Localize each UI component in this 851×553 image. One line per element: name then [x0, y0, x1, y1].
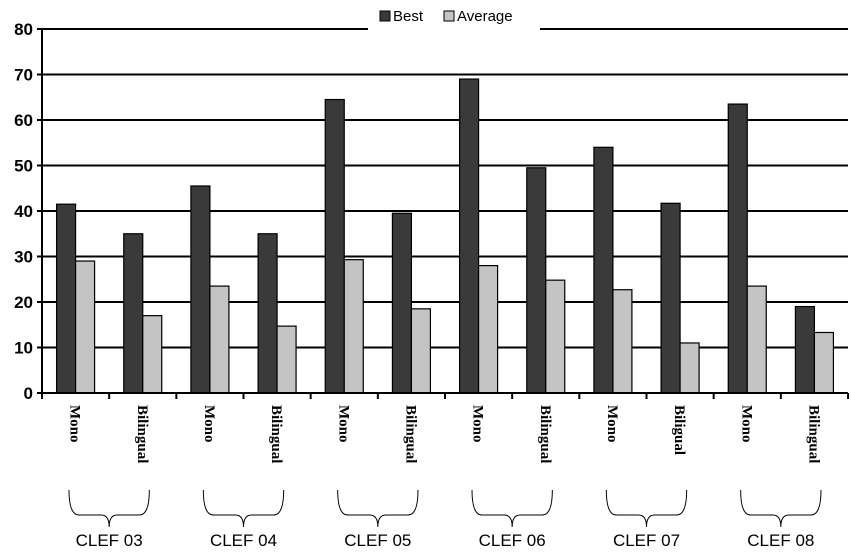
y-tick-label-0: 0	[24, 384, 33, 403]
bar-best-4	[324, 98, 345, 394]
y-tick-label-30: 30	[14, 248, 33, 267]
group-brace-5	[740, 489, 822, 528]
legend: Best Average	[368, 8, 540, 32]
bar-average-8	[612, 289, 633, 394]
group-label-2: CLEF 05	[344, 531, 411, 550]
y-tick-label-20: 20	[14, 293, 33, 312]
group-brace-3	[471, 489, 553, 528]
group-label-3: CLEF 06	[479, 531, 546, 550]
legend-swatch-average	[443, 10, 455, 22]
bar-best-1	[123, 233, 144, 394]
bar-best-10	[727, 103, 748, 394]
legend-label-average: Average	[457, 8, 513, 25]
bar-average-5	[410, 308, 432, 394]
y-tick-label-40: 40	[14, 202, 33, 221]
legend-label-best: Best	[393, 8, 424, 25]
x-tick-label-9: Biligual	[671, 405, 687, 455]
bar-best-0	[55, 203, 77, 394]
bar-average-10	[746, 285, 767, 394]
y-tick-label-60: 60	[14, 111, 33, 130]
bar-best-5	[391, 212, 413, 394]
group-brace-4	[605, 489, 688, 528]
x-tick-label-3: Bilingual	[268, 405, 284, 463]
bar-average-4	[343, 259, 364, 394]
x-tick-label-4: Mono	[335, 405, 351, 443]
bar-best-2	[190, 185, 211, 394]
y-tick-label-80: 80	[14, 20, 33, 39]
x-tick-label-10: Mono	[738, 405, 754, 443]
gridlines	[42, 28, 848, 349]
bar-average-9	[679, 342, 700, 394]
group-brace-2	[337, 489, 419, 528]
x-tick-label-11: Bilingual	[805, 405, 821, 463]
legend-swatch-best	[379, 10, 391, 22]
bar-best-8	[593, 146, 614, 394]
bar-average-7	[545, 279, 566, 394]
y-tick-label-10: 10	[14, 339, 33, 358]
x-tick-label-5: Bilingual	[402, 405, 418, 463]
x-tick-label-6: Mono	[470, 405, 486, 443]
group-label-4: CLEF 07	[613, 531, 680, 550]
bar-best-3	[257, 233, 278, 394]
group-label-1: CLEF 04	[210, 531, 277, 550]
bar-average-6	[477, 265, 499, 394]
x-tick-label-0: Mono	[67, 405, 83, 443]
y-tick-label-50: 50	[14, 157, 33, 176]
x-tick-labels: Mono Bilingual Mono Bilingual Mono Bilingual M…	[67, 405, 822, 463]
axes	[37, 28, 849, 399]
bar-average-11	[813, 331, 835, 394]
bars	[55, 78, 835, 394]
x-tick-label-2: Mono	[201, 405, 217, 443]
bar-best-11	[794, 305, 816, 394]
bar-average-3	[276, 325, 297, 394]
bar-average-2	[209, 285, 230, 394]
y-tick-label-70: 70	[14, 66, 33, 85]
x-tick-label-7: Bilingual	[537, 405, 553, 463]
bar-best-7	[526, 167, 547, 394]
bar-average-1	[142, 315, 163, 394]
x-tick-label-1: Bilingual	[134, 405, 150, 463]
group-label-5: CLEF 08	[747, 531, 814, 550]
group-brace-0	[68, 489, 150, 528]
group-braces: CLEF 03 CLEF 04 CLEF 05 CLEF 06 CLEF 07 CLEF …	[68, 489, 822, 550]
group-label-0: CLEF 03	[76, 531, 143, 550]
bar-best-6	[458, 78, 480, 394]
x-tick-label-8: Mono	[604, 405, 620, 443]
bar-best-9	[660, 202, 681, 394]
y-tick-labels: 0 10 20 30 40 50 60 70 80	[14, 20, 33, 403]
group-brace-1	[202, 489, 285, 528]
bar-average-0	[74, 260, 96, 394]
